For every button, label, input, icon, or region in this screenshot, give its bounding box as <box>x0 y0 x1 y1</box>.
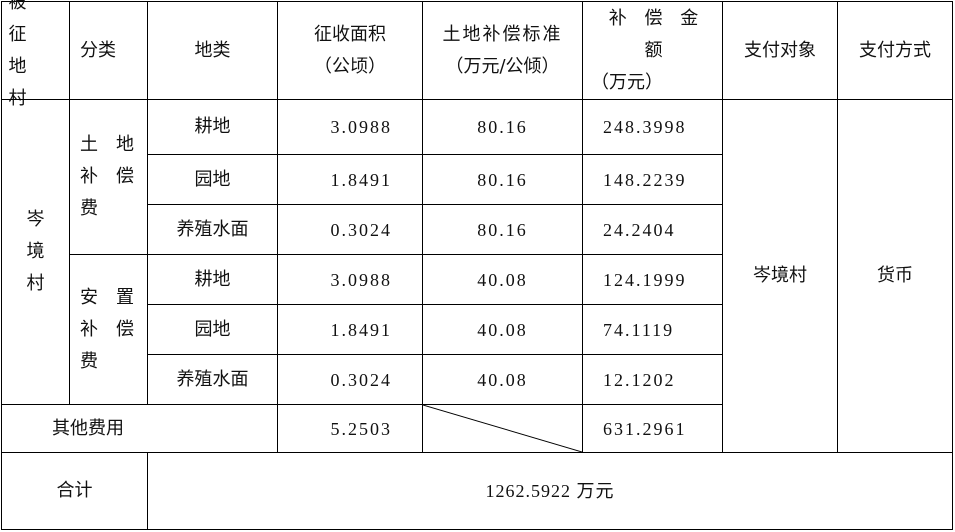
amount-cell: 12.1202 <box>582 354 723 405</box>
header-method: 支付方式 <box>837 1 953 100</box>
header-amount: 补 偿 金 额 （万元） <box>582 1 723 100</box>
village-cell: 岑境村 <box>1 99 70 405</box>
header-area-label: 征收面积 <box>314 23 386 45</box>
land-type-cell: 养殖水面 <box>147 204 278 255</box>
group-label-line: 费 <box>80 350 98 372</box>
other-fees-amount: 631.2961 <box>582 404 723 453</box>
standard-cell: 40.08 <box>422 304 583 355</box>
area-cell: 1.8491 <box>277 154 423 205</box>
land-type-cell: 养殖水面 <box>147 354 278 405</box>
total-value: 1262.5922 万元 <box>147 452 953 530</box>
header-land-type: 地类 <box>147 1 278 100</box>
payee-cell: 岑境村 <box>722 99 838 453</box>
group-label-line: 补 偿 <box>80 318 134 340</box>
other-fees-standard-empty <box>422 404 583 453</box>
total-label: 合计 <box>1 452 148 530</box>
land-type-cell: 耕地 <box>147 254 278 305</box>
amount-cell: 74.1119 <box>582 304 723 355</box>
header-amount-label: 补 偿 金 额 <box>608 7 705 61</box>
area-cell: 0.3024 <box>277 354 423 405</box>
area-cell: 0.3024 <box>277 204 423 255</box>
standard-cell: 80.16 <box>422 99 583 155</box>
group-land-compensation: 土 地 补 偿 费 <box>69 99 148 255</box>
standard-cell: 40.08 <box>422 254 583 305</box>
amount-cell: 148.2239 <box>582 154 723 205</box>
group-label-line: 安 置 <box>80 286 134 308</box>
diagonal-line <box>423 405 582 452</box>
header-standard-unit: （万元/公倾） <box>445 55 560 77</box>
land-type-cell: 园地 <box>147 304 278 355</box>
area-cell: 3.0988 <box>277 99 423 155</box>
standard-cell: 40.08 <box>422 354 583 405</box>
area-cell: 1.8491 <box>277 304 423 355</box>
header-standard: 土地补偿标准 （万元/公倾） <box>422 1 583 100</box>
header-standard-label: 土地补偿标准 <box>442 23 563 45</box>
standard-cell: 80.16 <box>422 204 583 255</box>
header-payee: 支付对象 <box>722 1 838 100</box>
header-amount-unit: （万元） <box>591 71 663 93</box>
other-fees-label: 其他费用 <box>1 404 278 453</box>
header-category: 分类 <box>69 1 148 100</box>
land-type-cell: 耕地 <box>147 99 278 155</box>
group-resettlement-compensation: 安 置 补 偿 费 <box>69 254 148 405</box>
header-village: 被 征 地 村 <box>1 0 70 109</box>
standard-cell: 80.16 <box>422 154 583 205</box>
amount-cell: 24.2404 <box>582 204 723 255</box>
header-village-text: 被 征 地 村 <box>8 0 33 109</box>
other-fees-area: 5.2503 <box>277 404 423 453</box>
group-label-line: 补 偿 <box>80 166 134 187</box>
group-label-line: 费 <box>80 198 98 219</box>
group-label-line: 土 地 <box>80 134 134 155</box>
village-name: 岑境村 <box>26 209 45 294</box>
area-cell: 3.0988 <box>277 254 423 305</box>
land-type-cell: 园地 <box>147 154 278 205</box>
method-cell: 货币 <box>837 99 953 453</box>
amount-cell: 248.3998 <box>582 99 723 155</box>
amount-cell: 124.1999 <box>582 254 723 305</box>
header-area: 征收面积 （公顷） <box>277 1 423 100</box>
header-area-unit: （公顷） <box>314 55 386 77</box>
